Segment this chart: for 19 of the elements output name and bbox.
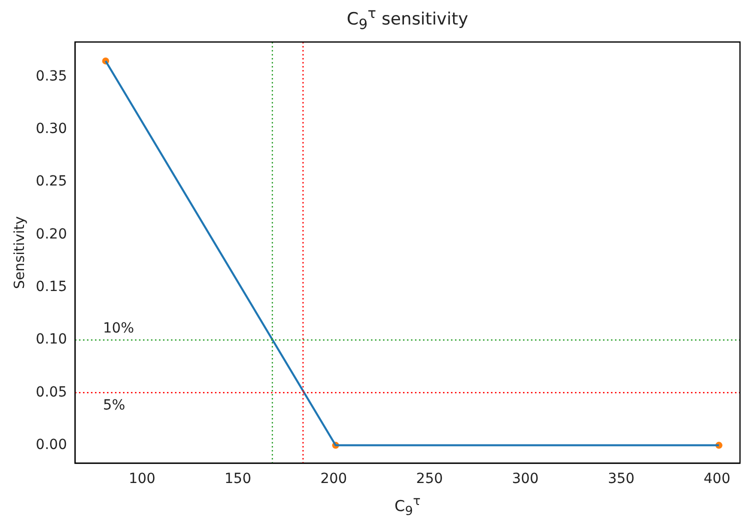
y-tick-label: 0.20 — [36, 226, 67, 242]
chart-title: C$_{9}$$^{τ}$ sensitivity — [346, 6, 468, 34]
y-tick-label: 0.30 — [36, 121, 67, 138]
x-tick-label: 300 — [512, 471, 539, 488]
y-tick-label: 0.15 — [36, 278, 67, 295]
x-tick-label: 250 — [416, 471, 443, 488]
y-tick-label: 0.05 — [36, 384, 67, 400]
x-tick-label: 200 — [320, 471, 348, 488]
y-tick-label: 0.25 — [36, 174, 67, 190]
y-tick-label: 0.10 — [36, 332, 67, 348]
x-tick-label: 100 — [128, 471, 156, 488]
x-tick-label: 150 — [224, 471, 252, 488]
x-tick-label: 350 — [608, 471, 635, 488]
y-tick-label: 0.35 — [36, 68, 67, 84]
x-tick-label: 400 — [704, 471, 730, 488]
ref-line-label: 5% — [102, 397, 126, 414]
y-axis-title: Sensitivity — [12, 216, 28, 290]
ref-line-label: 10% — [102, 320, 134, 337]
y-tick-label: 0.00 — [36, 436, 67, 453]
